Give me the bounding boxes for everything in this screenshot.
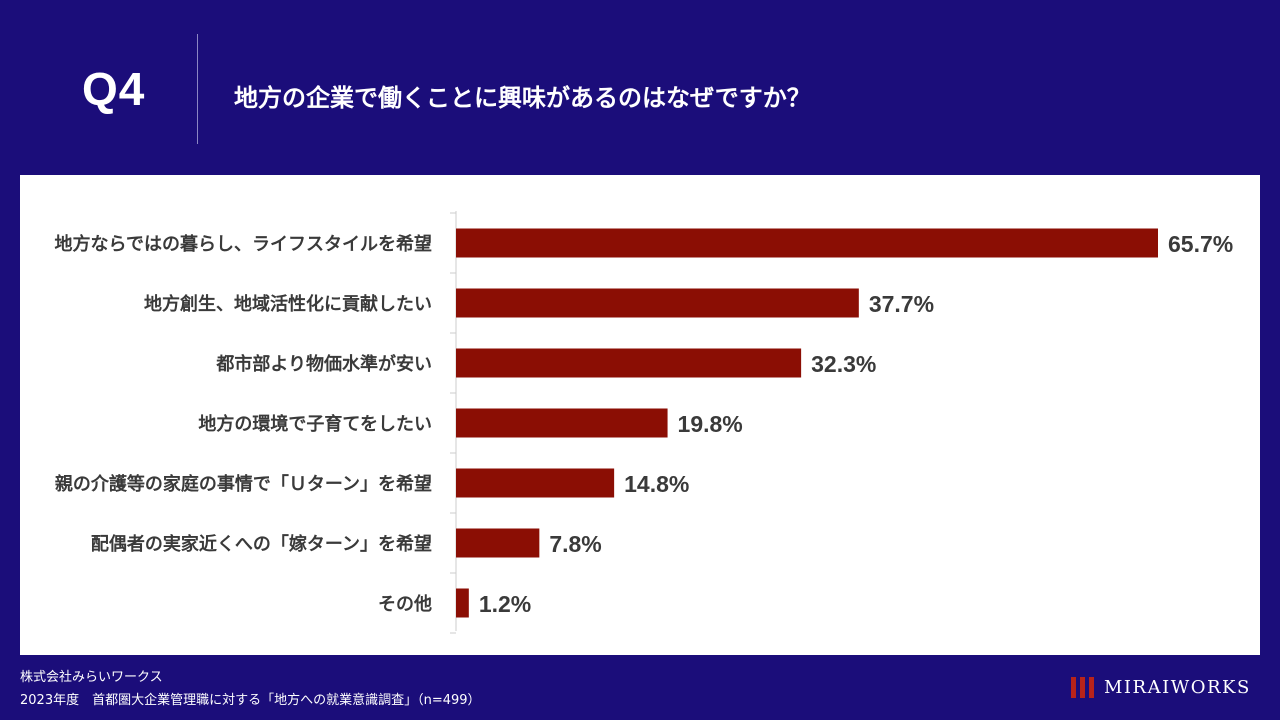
category-label: 地方の環境で子育てをしたい [198,413,432,435]
category-label: 親の介護等の家庭の事情で「Ｕターン」を希望 [55,473,432,495]
data-label: 65.7% [1168,231,1233,257]
chart-panel: 地方ならではの暮らし、ライフスタイルを希望 65.7% 地方創生、地域活性化に貢献し… [20,175,1260,655]
brand-logo: MIRAIWORKS [1070,674,1251,700]
category-label: その他 [378,593,432,615]
question-number: Q4 [82,63,146,115]
bar [456,288,859,318]
data-label: 1.2% [479,591,531,617]
footer-survey-note: 2023年度 首都圏大企業管理職に対する「地方への就業意識調査」（n=499） [20,693,481,708]
category-label: 地方ならではの暮らし、ライフスタイルを希望 [55,233,432,255]
bar [456,528,540,558]
bar [456,408,668,438]
brand-name: MIRAIWORKS [1104,676,1251,698]
data-label: 7.8% [549,531,601,557]
bar [456,588,469,618]
header-divider [197,34,198,144]
data-label: 32.3% [811,351,876,377]
bar-chart: 地方ならではの暮らし、ライフスタイルを希望 65.7% 地方創生、地域活性化に貢献し… [55,211,1233,634]
data-label: 19.8% [678,411,743,437]
bar [456,348,802,378]
footer-company: 株式会社みらいワークス [20,670,163,685]
bar [456,468,615,498]
category-label: 地方創生、地域活性化に貢献したい [144,293,432,315]
question-title: 地方の企業で働くことに興味があるのはなぜですか？ [234,84,811,112]
brand-mark-icon [1071,677,1094,698]
category-label: 配偶者の実家近くへの「嫁ターン」を希望 [91,533,432,555]
data-label: 37.7% [869,291,934,317]
category-label: 都市部より物価水準が安い [215,353,432,375]
data-label: 14.8% [624,471,689,497]
bar [456,228,1158,258]
